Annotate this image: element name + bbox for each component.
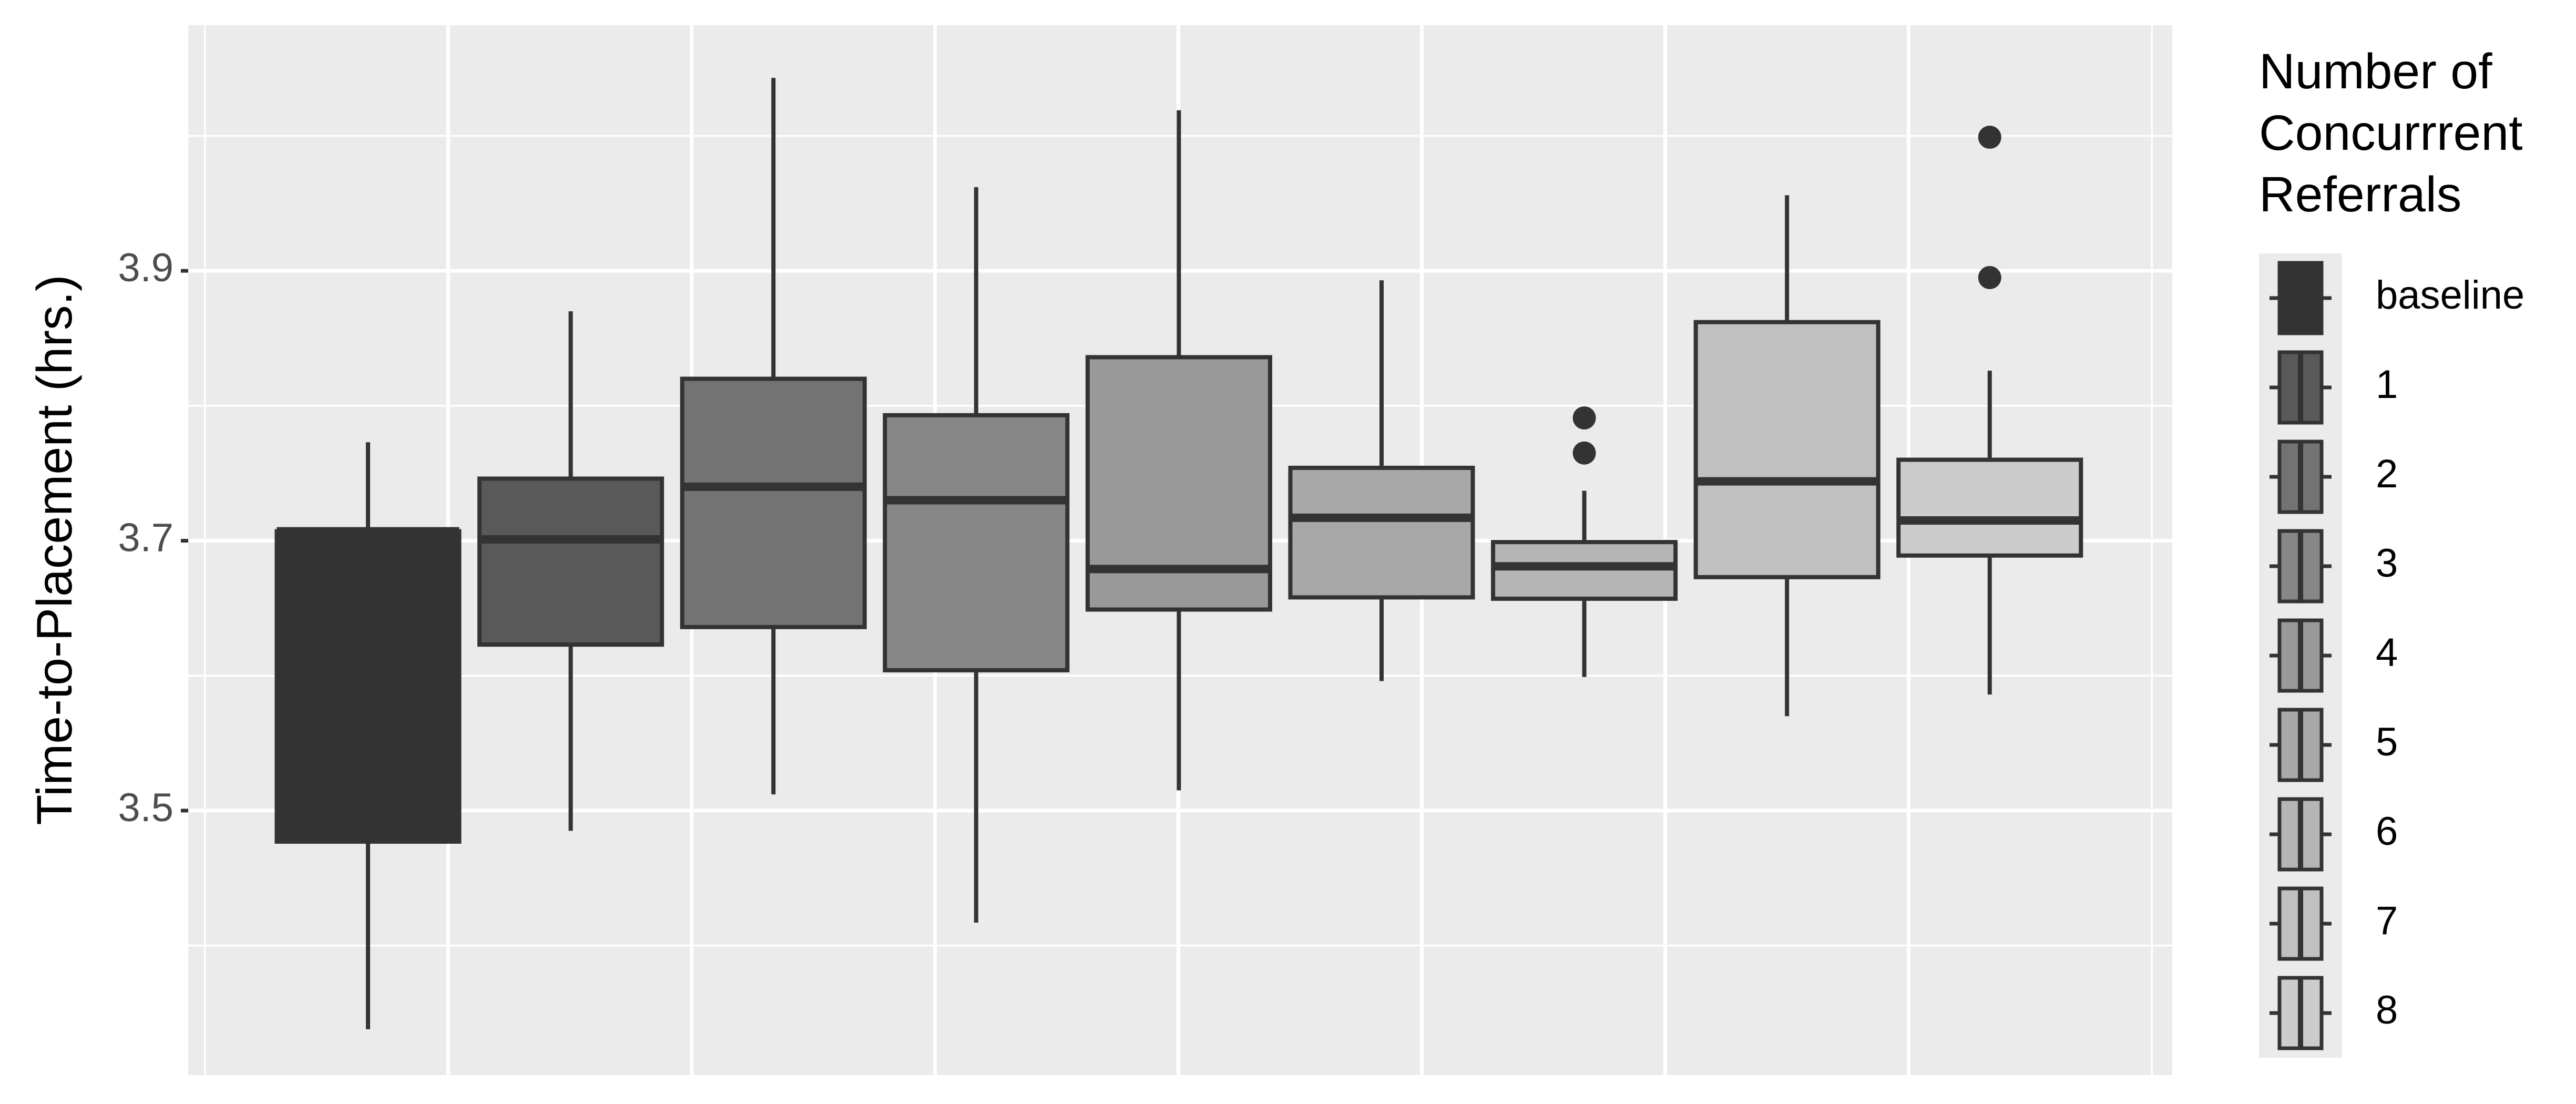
marks [274, 78, 2083, 1029]
box [1896, 457, 2083, 558]
outlier [1978, 265, 2001, 289]
box [274, 529, 462, 844]
legend-title: Number of [2259, 44, 2492, 99]
y-tick-label: 3.9 [118, 246, 173, 290]
y-tick-label: 3.5 [118, 785, 173, 830]
y-axis-label: Time-to-Placement (hrs.) [27, 275, 83, 825]
legend-label: 1 [2376, 362, 2398, 407]
box [477, 476, 665, 647]
legend-label: 2 [2376, 452, 2398, 496]
legend-label: 8 [2376, 988, 2398, 1033]
box [1288, 465, 1475, 600]
legend-label: 5 [2376, 720, 2398, 764]
box [883, 413, 1070, 672]
legend-label: baseline [2376, 273, 2524, 318]
y-tick-label: 3.7 [118, 516, 173, 560]
legend-label: 7 [2376, 898, 2398, 943]
legend: Number of Concurrrent Referrals baseline 1 2 3… [2259, 44, 2524, 1058]
legend-title: Referrals [2259, 167, 2461, 222]
legend-label: 3 [2376, 541, 2398, 586]
box [1693, 320, 1880, 579]
box [680, 376, 867, 629]
outlier [1572, 406, 1596, 430]
outlier [1572, 441, 1596, 465]
legend-label: 4 [2376, 630, 2398, 675]
legend-title: Concurrrent [2259, 105, 2523, 161]
outlier [1978, 126, 2001, 149]
legend-label: 6 [2376, 809, 2398, 854]
